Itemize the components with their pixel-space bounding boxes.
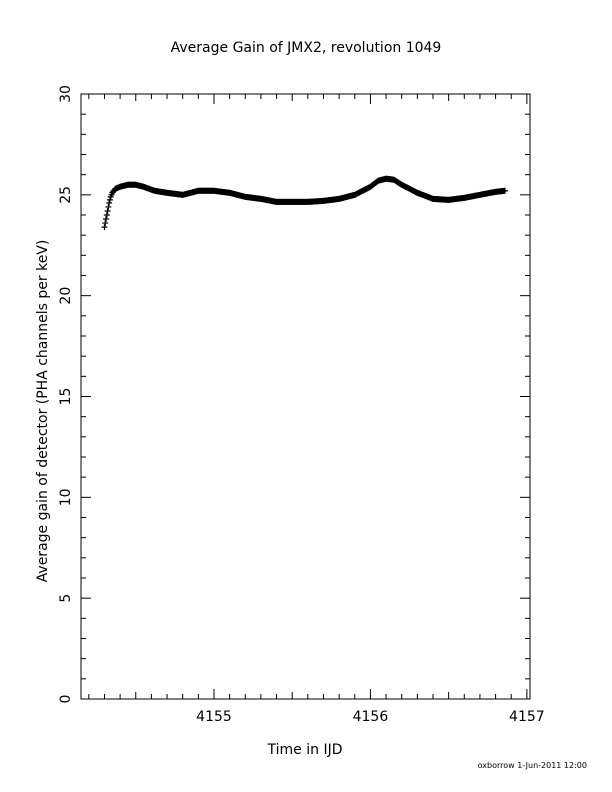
data-point (101, 224, 108, 231)
data-point (501, 187, 508, 194)
y-tick-label: 5 (58, 594, 74, 603)
x-tick-label: 4157 (509, 709, 545, 725)
y-tick-label: 20 (58, 287, 74, 305)
data-point (103, 216, 110, 223)
data-point-interp (106, 196, 113, 203)
x-axis-label: Time in IJD (267, 742, 343, 758)
data-series (101, 175, 508, 231)
y-axis-label: Average gain of detector (PHA channels p… (35, 240, 51, 583)
plot-frame (80, 93, 531, 700)
data-point-interp (102, 220, 109, 227)
x-tick-label: 4155 (196, 709, 232, 725)
x-tick-label: 4156 (353, 709, 389, 725)
data-point (104, 207, 111, 214)
y-tick-label: 30 (58, 85, 74, 103)
footer-stamp: oxborrow 1-Jun-2011 12:00 (478, 761, 587, 770)
y-tick-label: 25 (58, 186, 74, 204)
data-point-interp (105, 203, 112, 210)
x-axis: 4155 4156 4157 (88, 94, 545, 725)
y-axis: 0 5 10 15 20 25 30 (58, 85, 530, 703)
y-tick-label: 15 (58, 388, 74, 406)
y-tick-label: 10 (58, 488, 74, 506)
y-tick-label: 0 (58, 695, 74, 704)
data-point-interp (103, 212, 110, 218)
data-point (106, 199, 113, 206)
chart-title: Average Gain of JMX2, revolution 1049 (171, 40, 442, 56)
